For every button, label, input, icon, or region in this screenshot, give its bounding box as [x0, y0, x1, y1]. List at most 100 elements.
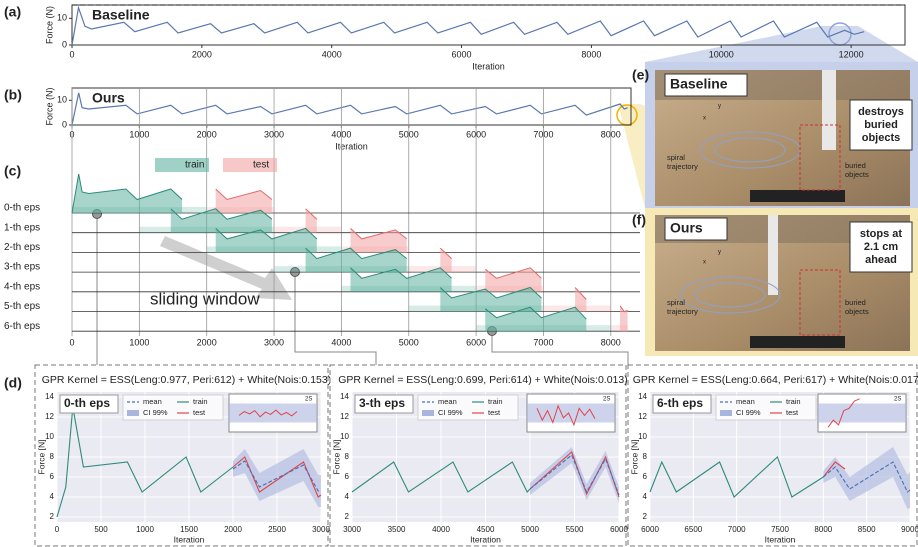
y-tick-label: 12 — [45, 412, 54, 421]
episode-label: 3-th eps — [359, 396, 405, 410]
window-curve — [619, 305, 628, 313]
inset-line — [827, 398, 860, 428]
y-tick-label: 2 — [345, 512, 350, 521]
panel-label: (f) — [632, 212, 646, 228]
x-tick-label: 6000 — [452, 49, 472, 59]
window-area — [350, 267, 452, 292]
inset-line — [238, 409, 298, 418]
window-curve — [484, 267, 542, 279]
series-line — [529, 451, 620, 498]
photo-label: spiral — [667, 153, 685, 162]
window-area — [350, 228, 407, 253]
x-tick-label: 5500 — [566, 525, 584, 534]
inset-band — [818, 403, 906, 423]
panel-label: (d) — [4, 375, 22, 391]
zoom-connector — [645, 26, 918, 62]
x-tick-label: 4500 — [477, 525, 495, 534]
x-tick-label: 8500 — [858, 525, 876, 534]
legend-label: train — [786, 397, 801, 406]
x-tick-label: 8000 — [581, 49, 601, 59]
inset-label: 2S — [894, 397, 901, 403]
legend-box — [417, 394, 519, 421]
window-curve — [574, 287, 587, 300]
callout: buried — [864, 119, 898, 131]
x-tick-label: 0 — [55, 525, 60, 534]
inset-line — [536, 404, 596, 427]
legend-label: train — [193, 397, 208, 406]
inset-label: 2S — [603, 397, 610, 403]
y-tick-label: 10 — [45, 432, 54, 441]
x-tick-label: 3000 — [264, 337, 284, 347]
y-tick-label: 6 — [345, 472, 350, 481]
photo-label: spiral — [667, 298, 685, 307]
x-tick-label: 10000 — [709, 49, 734, 59]
y-tick-label: 2 — [643, 512, 648, 521]
episode-label: 5-th eps — [4, 301, 40, 312]
axis-glyph: x — [703, 116, 706, 122]
window-curve — [215, 227, 318, 240]
x-tick-label: 6500 — [684, 525, 702, 534]
y-tick-label: 4 — [643, 492, 648, 501]
y-tick-label: 8 — [643, 452, 648, 461]
x-tick-label: 8000 — [814, 525, 832, 534]
panel-label: (b) — [4, 87, 22, 103]
episode-label: 3-th eps — [4, 262, 40, 273]
y-tick-label: 14 — [638, 392, 647, 401]
window-area — [305, 248, 407, 273]
x-tick-label: 4000 — [322, 49, 342, 59]
episode-label: 1-th eps — [4, 222, 40, 233]
label-box — [59, 394, 119, 414]
legend-swatch — [720, 410, 732, 416]
panel-label: (e) — [632, 67, 649, 83]
panel-label: (a) — [4, 4, 21, 20]
y-tick-label: 10 — [638, 432, 647, 441]
callout: objects — [862, 132, 901, 144]
axis-glyph: x — [703, 260, 706, 266]
axis-glyph: y — [718, 104, 721, 110]
chart-title: GPR Kernel = ESS(Leng:0.699, Peri:614) +… — [338, 374, 627, 386]
window-curve — [484, 306, 587, 320]
window-area — [215, 189, 272, 213]
connector — [96, 214, 629, 365]
window-area — [215, 228, 317, 253]
y-axis-label: Force (N) — [44, 6, 54, 44]
x-tick-label: 3500 — [388, 525, 406, 534]
window-area — [170, 208, 272, 233]
episode-label: 6-th eps — [4, 321, 40, 332]
x-tick-label: 0 — [69, 337, 74, 347]
window-area — [485, 267, 542, 292]
annotation: sliding window — [150, 289, 260, 308]
legend-swatch — [422, 410, 434, 416]
x-tick-label: 3000 — [312, 525, 330, 534]
y-tick-label: 6 — [50, 472, 55, 481]
train-line — [649, 456, 824, 498]
y-tick-label: 6 — [643, 472, 648, 481]
legend-swatch — [155, 158, 209, 172]
charts: (a) Baseline 0 10 0 2000 4000 6000 8000 10000 1200… — [4, 4, 918, 547]
callout: destroys — [858, 106, 904, 118]
y-tick-label: 10 — [340, 432, 349, 441]
photo-title: Baseline — [670, 76, 728, 92]
panel-box — [329, 364, 627, 547]
episode-label: 0-th eps — [4, 203, 40, 214]
x-axis-label: Iteration — [765, 534, 796, 544]
x-axis-label: Iteration — [174, 534, 205, 544]
x-tick-label: 5000 — [521, 525, 539, 534]
inset-band — [527, 403, 615, 423]
panel-box — [627, 364, 918, 547]
y-tick-label: 14 — [45, 392, 54, 401]
window-curve — [305, 247, 408, 260]
window-curve — [71, 173, 183, 214]
series-line — [529, 454, 620, 496]
x-tick-label: 12000 — [839, 49, 864, 59]
ci-band — [530, 447, 619, 503]
y-axis-label: Force [N] — [629, 440, 639, 475]
legend-label: test — [488, 408, 501, 417]
photo-label: buried — [845, 298, 866, 307]
x-tick-label: 3000 — [343, 525, 361, 534]
episode-label: 0-th eps — [64, 396, 110, 410]
x-tick-label: 2000 — [197, 337, 217, 347]
legend-box — [715, 394, 817, 421]
callout: ahead — [865, 254, 897, 266]
